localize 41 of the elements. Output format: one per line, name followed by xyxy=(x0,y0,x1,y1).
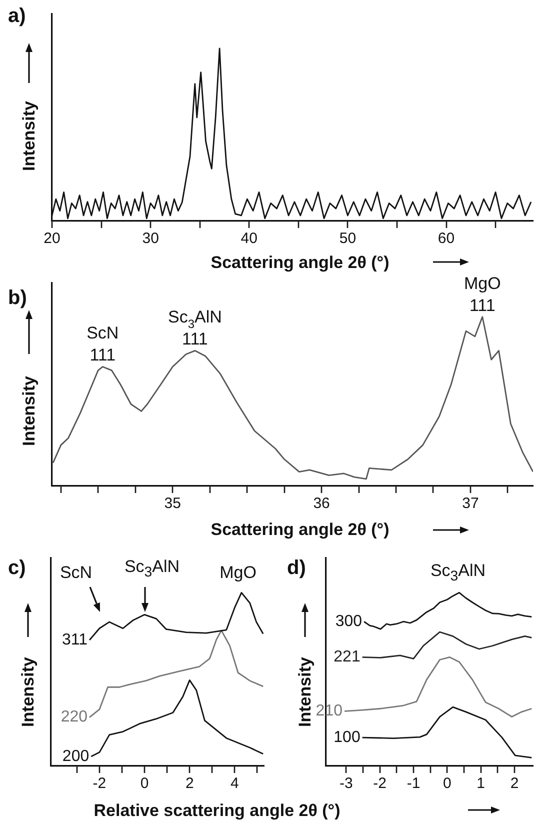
x-tick-label: 50 xyxy=(339,230,356,248)
annotation: ScN 111 xyxy=(86,324,119,365)
x-tick-label: 2 xyxy=(185,775,194,792)
x-tick-label: -1 xyxy=(406,775,420,792)
x-tick-label: -2 xyxy=(373,775,387,792)
series-label: 311 xyxy=(62,631,88,648)
x-tick-label: 1 xyxy=(476,775,485,792)
y-axis-title: Intensity xyxy=(20,376,38,446)
chart-title: c) xyxy=(8,557,26,579)
series-label: 220 xyxy=(60,708,88,726)
legend-label: 300 xyxy=(335,613,362,630)
x-tick-label: -3 xyxy=(340,775,353,792)
y-axis-title: Intensity xyxy=(296,657,314,727)
x-tick-label: 2 xyxy=(510,775,519,792)
x-tick-label: 0 xyxy=(443,775,452,792)
text: Sc$_{3}$AlN xyxy=(124,557,180,580)
x-axis-title: Scattering angle 2θ (°) xyxy=(210,253,390,272)
series-label: 200 xyxy=(62,748,90,765)
y-axis-title: Intensity xyxy=(18,657,38,727)
text: MgO xyxy=(220,563,256,582)
x-tick-label: 30 xyxy=(142,230,159,248)
x-axis-title: Scattering angle 2θ (°) xyxy=(210,520,390,539)
x-tick-label: 36 xyxy=(313,495,330,512)
text: Sc$_{3}$AlN xyxy=(430,561,486,584)
text: ScN xyxy=(60,563,92,582)
chart-title: a) xyxy=(8,5,26,27)
x-tick-label: -2 xyxy=(92,775,106,792)
series-label: 221 xyxy=(334,648,360,666)
x-tick-label: 40 xyxy=(240,230,258,248)
annotation: MgO 111 xyxy=(464,274,501,315)
x-tick-label: 0 xyxy=(140,775,149,792)
y-axis-title: Intensity xyxy=(20,101,38,171)
x-tick-label: 4 xyxy=(230,775,239,792)
chart-title: b) xyxy=(8,287,27,309)
chart-title: d) xyxy=(287,557,306,579)
x-axis-title: Relative scattering angle 2θ (°) xyxy=(94,801,340,820)
series-label: 100 xyxy=(334,728,360,746)
x-tick-label: 35 xyxy=(164,495,181,512)
x-tick-label: 60 xyxy=(438,230,455,248)
x-tick-label: 37 xyxy=(462,495,479,512)
x-tick-label: 20 xyxy=(44,230,60,248)
